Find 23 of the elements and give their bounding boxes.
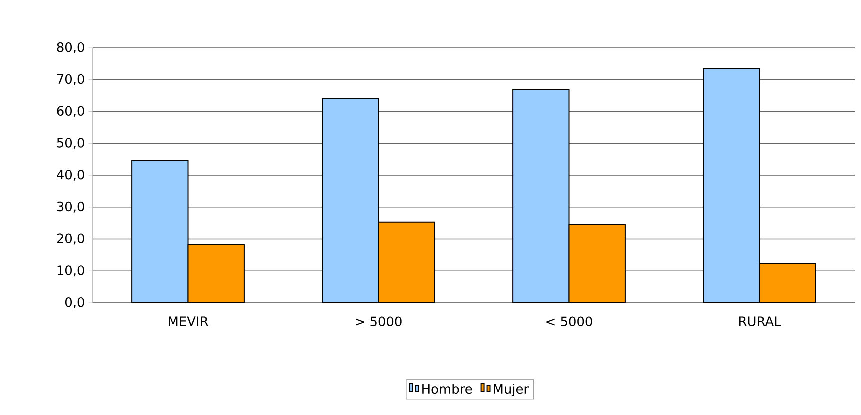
legend-label: Mujer bbox=[494, 384, 530, 397]
y-tick-label: 30,0 bbox=[57, 202, 84, 213]
bar bbox=[322, 98, 380, 303]
y-tick-label: 0,0 bbox=[65, 297, 84, 309]
x-tick-label: > 5000 bbox=[356, 316, 402, 327]
x-tick-label: < 5000 bbox=[546, 316, 592, 327]
bar bbox=[132, 160, 189, 303]
bar bbox=[759, 263, 816, 303]
y-tick-label: 10,0 bbox=[58, 266, 84, 277]
bar bbox=[568, 224, 626, 303]
bar bbox=[378, 222, 436, 303]
y-tick-label: 50,0 bbox=[57, 138, 84, 150]
x-tick-label: MEVIR bbox=[169, 316, 208, 326]
y-tick-label: 80,0 bbox=[57, 42, 84, 54]
bar bbox=[703, 68, 760, 303]
bar bbox=[188, 244, 245, 303]
y-tick-label: 60,0 bbox=[57, 106, 84, 118]
bar bbox=[512, 88, 570, 303]
legend-label: Hombre bbox=[422, 384, 472, 394]
y-tick-label: 40,0 bbox=[57, 170, 84, 182]
x-tick-label: RURAL bbox=[740, 316, 782, 326]
y-tick-label: 20,0 bbox=[57, 234, 84, 245]
y-tick-label: 70,0 bbox=[57, 74, 84, 86]
